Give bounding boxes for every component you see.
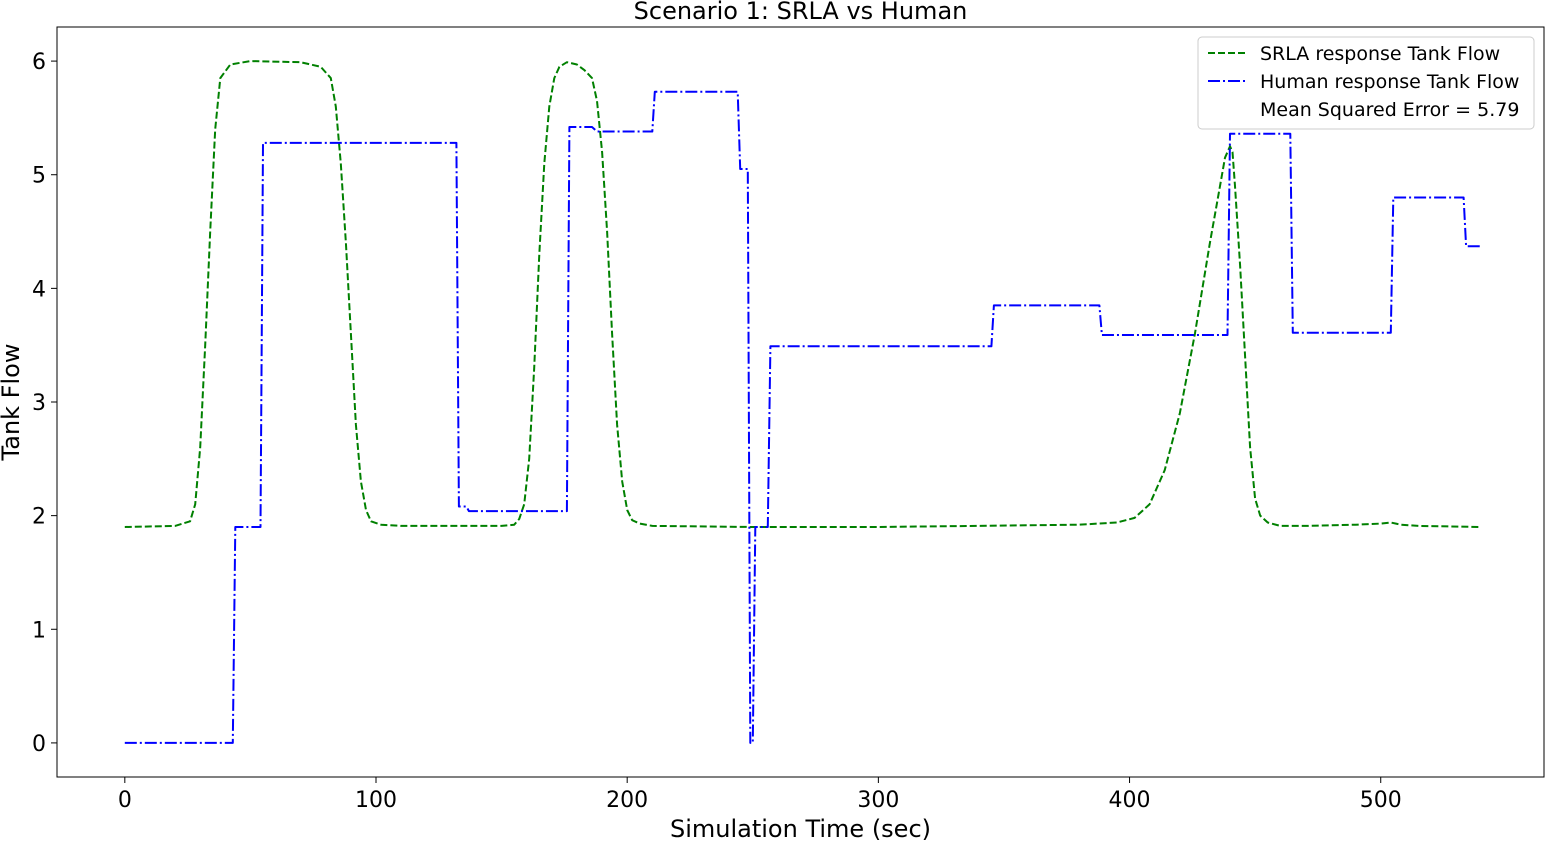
y-tick-label: 5 bbox=[32, 164, 46, 189]
y-tick-label: 1 bbox=[32, 618, 46, 643]
y-tick-label: 3 bbox=[32, 391, 46, 416]
legend-box bbox=[1197, 36, 1535, 130]
series-line-2 bbox=[124, 90, 1482, 744]
x-tick-label: 200 bbox=[606, 788, 648, 813]
x-tick-label: 400 bbox=[1109, 788, 1151, 813]
y-tick-label: 2 bbox=[32, 505, 46, 530]
y-axis-label: Tank Flow bbox=[0, 344, 25, 462]
plot-frame bbox=[56, 26, 1545, 778]
x-tick-label: 100 bbox=[355, 788, 397, 813]
y-tick-label: 4 bbox=[32, 277, 46, 302]
legend-label: SRLA response Tank Flow bbox=[1260, 43, 1500, 65]
y-tick-label: 6 bbox=[32, 50, 46, 75]
y-axis: 0 1 2 3 4 5 6 bbox=[32, 50, 57, 757]
legend-mse-label: Mean Squared Error = 5.79 bbox=[1260, 99, 1519, 121]
y-tick-label: 0 bbox=[32, 732, 46, 757]
series-line-1 bbox=[124, 60, 1482, 528]
legend: SRLA response Tank Flow Human response Ta… bbox=[1197, 36, 1535, 130]
legend-label: Human response Tank Flow bbox=[1260, 71, 1519, 93]
x-tick-label: 500 bbox=[1360, 788, 1402, 813]
x-tick-label: 0 bbox=[118, 788, 132, 813]
chart-title: Scenario 1: SRLA vs Human bbox=[634, 0, 968, 25]
x-axis: 0 100 200 300 400 500 bbox=[118, 777, 1402, 813]
series-layer bbox=[124, 60, 1482, 744]
x-tick-label: 300 bbox=[857, 788, 899, 813]
x-axis-label: Simulation Time (sec) bbox=[670, 815, 931, 841]
